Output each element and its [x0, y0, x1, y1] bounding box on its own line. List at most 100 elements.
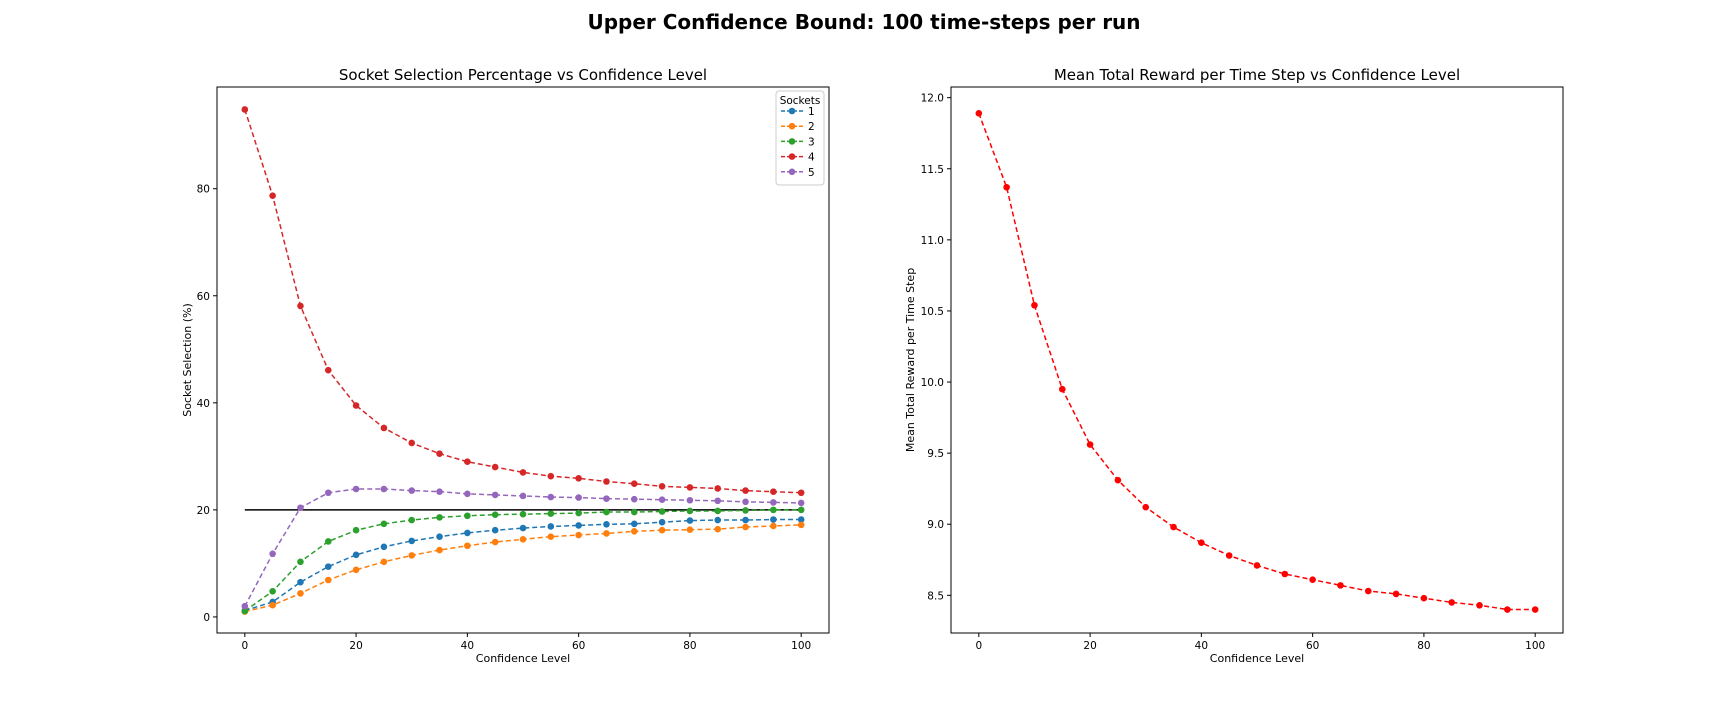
socket-data-point-4 [575, 475, 582, 482]
socket-data-point-1 [630, 520, 638, 528]
socket-data-point-3 [575, 509, 582, 517]
sockets-legend[interactable]: Sockets 1 2 3 4 5 [775, 90, 825, 186]
socket-data-point-3 [742, 507, 749, 514]
socket-data-point-1 [464, 529, 471, 537]
x-tick-label: 80 [683, 640, 696, 652]
legend-entry-label: 2 [808, 121, 815, 133]
reward-data-point [1448, 599, 1456, 606]
reward-data-point [1392, 590, 1400, 598]
socket-selection-axes: Socket Selection Percentage vs Confidenc… [181, 66, 830, 665]
reward-data-point [1086, 441, 1094, 448]
socket-data-point-5 [380, 485, 388, 493]
socket-data-point-3 [408, 516, 416, 524]
socket-x-axis-label: Confidence Level [476, 652, 570, 665]
x-tick-label: 0 [241, 640, 248, 652]
socket-data-point-3 [686, 507, 694, 515]
socket-data-point-2 [408, 552, 416, 559]
socket-data-point-2 [742, 523, 749, 531]
socket-data-point-4 [380, 424, 388, 432]
socket-data-point-1 [603, 521, 610, 528]
x-tick-label: 20 [1083, 640, 1096, 652]
socket-data-point-2 [269, 601, 276, 609]
socket-data-point-3 [269, 587, 276, 595]
legend-marker [788, 168, 796, 176]
x-tick-label: 40 [461, 640, 474, 652]
socket-data-point-2 [770, 522, 777, 530]
legend-entry-label: 5 [808, 167, 815, 179]
socket-data-point-3 [324, 538, 332, 545]
socket-data-point-2 [575, 531, 582, 539]
socket-data-point-1 [547, 523, 555, 530]
legend-title: Sockets [780, 95, 821, 107]
y-tick-label: 20 [197, 505, 210, 517]
reward-data-point [1420, 594, 1428, 602]
y-tick-label: 9.5 [927, 448, 944, 460]
socket-data-point-1 [408, 537, 416, 545]
legend-marker [788, 153, 796, 160]
socket-data-point-5 [491, 491, 499, 499]
x-tick-label: 100 [791, 640, 811, 652]
socket-series-line-4 [244, 109, 802, 494]
socket-data-point-5 [686, 496, 694, 504]
socket-chart-title: Socket Selection Percentage vs Confidenc… [339, 66, 707, 84]
socket-data-point-2 [380, 558, 388, 566]
socket-data-point-4 [658, 483, 666, 490]
socket-data-point-1 [297, 578, 304, 586]
y-tick-label: 10.0 [921, 377, 944, 389]
socket-data-point-4 [547, 472, 555, 480]
socket-data-point-5 [797, 499, 805, 507]
socket-data-point-4 [603, 478, 610, 485]
socket-data-point-3 [352, 526, 360, 534]
reward-data-point [1198, 539, 1205, 547]
socket-data-point-4 [324, 366, 332, 374]
socket-data-point-5 [575, 494, 582, 501]
y-tick-label: 0 [203, 612, 210, 624]
legend-marker [788, 138, 796, 145]
socket-data-point-4 [436, 450, 443, 457]
socket-data-point-5 [770, 499, 777, 506]
x-tick-label: 40 [1195, 640, 1208, 652]
socket-data-point-3 [630, 508, 638, 516]
socket-data-point-2 [797, 521, 805, 529]
reward-data-point [1031, 301, 1038, 309]
reward-data-point [1337, 582, 1344, 589]
reward-y-axis-label: Mean Total Reward per Time Step [904, 268, 917, 452]
reward-data-point [1003, 183, 1010, 191]
legend-entry-label: 3 [808, 136, 815, 148]
socket-data-point-1 [491, 526, 499, 534]
socket-data-point-5 [630, 495, 638, 503]
socket-data-point-4 [408, 439, 416, 447]
socket-data-point-3 [491, 511, 499, 518]
socket-data-point-3 [714, 507, 722, 515]
socket-data-point-2 [630, 527, 638, 535]
socket-data-point-3 [241, 607, 249, 615]
socket-data-point-1 [575, 522, 582, 529]
y-tick-label: 12.0 [921, 93, 944, 105]
x-tick-label: 100 [1525, 640, 1545, 652]
socket-data-point-1 [658, 518, 666, 526]
socket-data-point-1 [352, 551, 360, 559]
legend-marker [788, 122, 796, 130]
socket-data-point-5 [352, 485, 360, 493]
socket-data-point-5 [297, 504, 304, 512]
legend-box [775, 90, 825, 186]
socket-data-point-2 [464, 542, 471, 550]
socket-data-point-1 [519, 524, 527, 532]
socket-data-point-4 [464, 458, 471, 466]
socket-data-point-1 [714, 516, 722, 524]
reward-data-point [1476, 601, 1483, 609]
reward-data-point [1364, 587, 1372, 595]
y-tick-label: 80 [197, 184, 210, 196]
socket-data-point-4 [714, 485, 722, 492]
socket-data-point-5 [742, 498, 749, 506]
y-tick-label: 11.0 [921, 235, 944, 247]
socket-data-point-2 [297, 590, 304, 597]
socket-data-point-2 [658, 526, 666, 534]
reward-axes-frame [950, 86, 1564, 634]
socket-data-point-4 [686, 484, 694, 491]
x-tick-label: 60 [1306, 640, 1319, 652]
socket-data-point-4 [241, 106, 249, 113]
socket-y-axis-label: Socket Selection (%) [181, 303, 194, 417]
socket-data-point-2 [324, 576, 332, 584]
